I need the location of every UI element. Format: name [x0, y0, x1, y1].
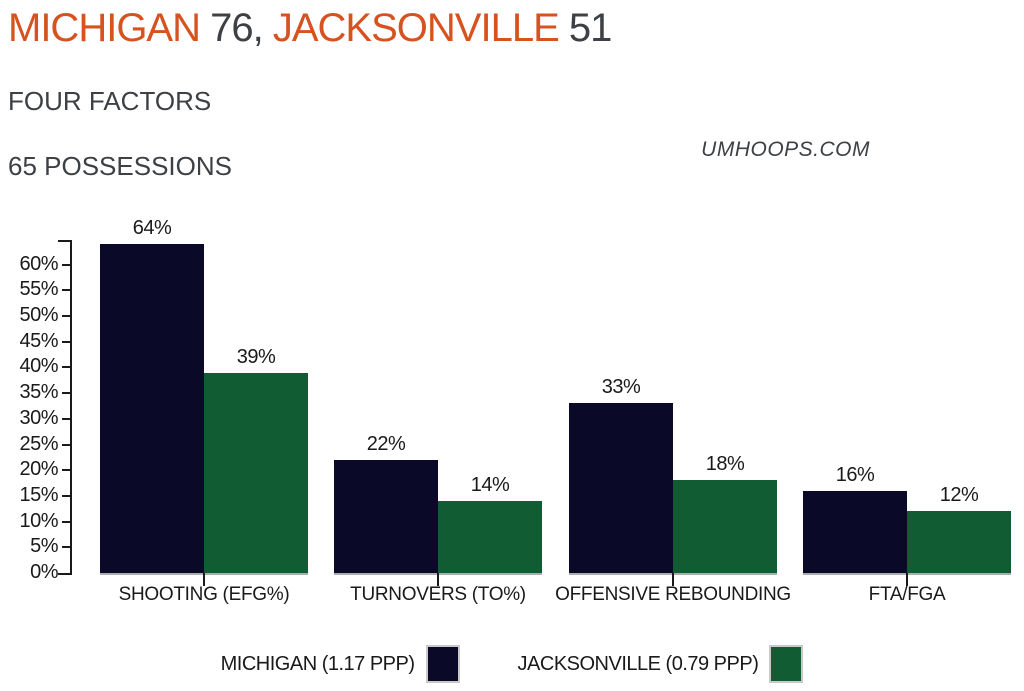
bar-jacksonville: [907, 511, 1011, 573]
bar-value-label: 14%: [470, 474, 510, 496]
bar-value-label: 18%: [705, 453, 745, 475]
bar-value-label: 33%: [601, 376, 641, 398]
bar-value-label: 22%: [366, 433, 406, 455]
bar-michigan: [803, 491, 907, 573]
y-axis-tick: [62, 289, 70, 292]
bar-michigan: [334, 460, 438, 573]
category-label: OFFENSIVE REBOUNDING: [555, 584, 791, 605]
category-label: TURNOVERS (TO%): [350, 584, 526, 605]
bar-jacksonville: [673, 480, 777, 573]
y-axis-tick: [62, 520, 70, 523]
y-axis-tick-label: 25%: [19, 432, 58, 455]
y-axis-tick-label: 0%: [30, 561, 58, 583]
y-axis-tick-label: 5%: [30, 535, 58, 558]
title-team2: JACKSONVILLE: [272, 6, 560, 50]
bar-michigan: [100, 244, 204, 573]
category-label: FTA/FGA: [868, 584, 946, 605]
bar-jacksonville: [204, 373, 308, 573]
y-axis-tick-label: 40%: [19, 355, 58, 378]
chart-legend: MICHIGAN (1.17 PPP) JACKSONVILLE (0.79 PP…: [0, 644, 1024, 684]
y-axis-tick: [62, 315, 70, 317]
y-axis-tick-label: 15%: [19, 483, 58, 506]
watermark-umhoops: UMHOOPS.COM: [701, 138, 870, 161]
y-axis-tick: [62, 417, 70, 420]
y-axis-tick: [62, 494, 70, 497]
y-axis-tick-label: 20%: [19, 458, 58, 481]
y-axis-tick: [58, 573, 70, 575]
x-axis-group-tick: [672, 573, 674, 586]
bar-michigan: [569, 403, 673, 573]
y-axis-tick-label: 55%: [19, 278, 58, 301]
y-axis-tick-label: 35%: [19, 381, 58, 404]
title-score1: 76,: [210, 6, 264, 50]
legend-item-michigan: MICHIGAN (1.17 PPP): [221, 645, 460, 683]
y-axis-top-cap: [58, 240, 70, 242]
y-axis-tick: [62, 392, 70, 395]
y-axis-tick: [62, 263, 70, 266]
y-axis-tick-label: 30%: [19, 406, 58, 429]
x-axis-group-tick: [437, 573, 439, 586]
legend-label: MICHIGAN (1.17 PPP): [220, 652, 415, 675]
x-axis-group-tick: [203, 573, 205, 586]
title-team1: MICHIGAN: [8, 6, 201, 50]
category-label: SHOOTING (EFG%): [118, 584, 290, 605]
y-axis-tick: [62, 443, 70, 446]
page-title: MICHIGAN 76, JACKSONVILLE 51: [8, 0, 612, 56]
chart-subtitle-four-factors: FOUR FACTORS: [8, 86, 212, 116]
y-axis-tick-label: 50%: [19, 304, 58, 326]
y-axis-tick-label: 10%: [19, 509, 58, 532]
bar-value-label: 64%: [132, 217, 172, 239]
y-axis-tick: [62, 469, 70, 472]
y-axis-tick: [62, 546, 70, 549]
y-axis-line: [70, 240, 72, 575]
y-axis-tick-label: 60%: [19, 252, 58, 275]
legend-color-swatch: [769, 645, 804, 683]
bar-value-label: 39%: [236, 346, 276, 368]
legend-color-swatch: [425, 645, 460, 683]
legend-label: JACKSONVILLE (0.79 PPP): [517, 652, 759, 675]
y-axis-tick: [62, 366, 70, 369]
bar-value-label: 12%: [939, 484, 979, 506]
bar-value-label: 16%: [835, 464, 875, 486]
y-axis-tick: [62, 340, 70, 343]
legend-item-jacksonville: JACKSONVILLE (0.79 PPP): [518, 645, 804, 683]
title-score2: 51: [568, 6, 612, 50]
bar-jacksonville: [438, 501, 542, 573]
x-axis-group-tick: [906, 573, 908, 586]
possessions-label: 65 POSSESSIONS: [8, 151, 232, 181]
y-axis-tick-label: 45%: [19, 329, 58, 352]
